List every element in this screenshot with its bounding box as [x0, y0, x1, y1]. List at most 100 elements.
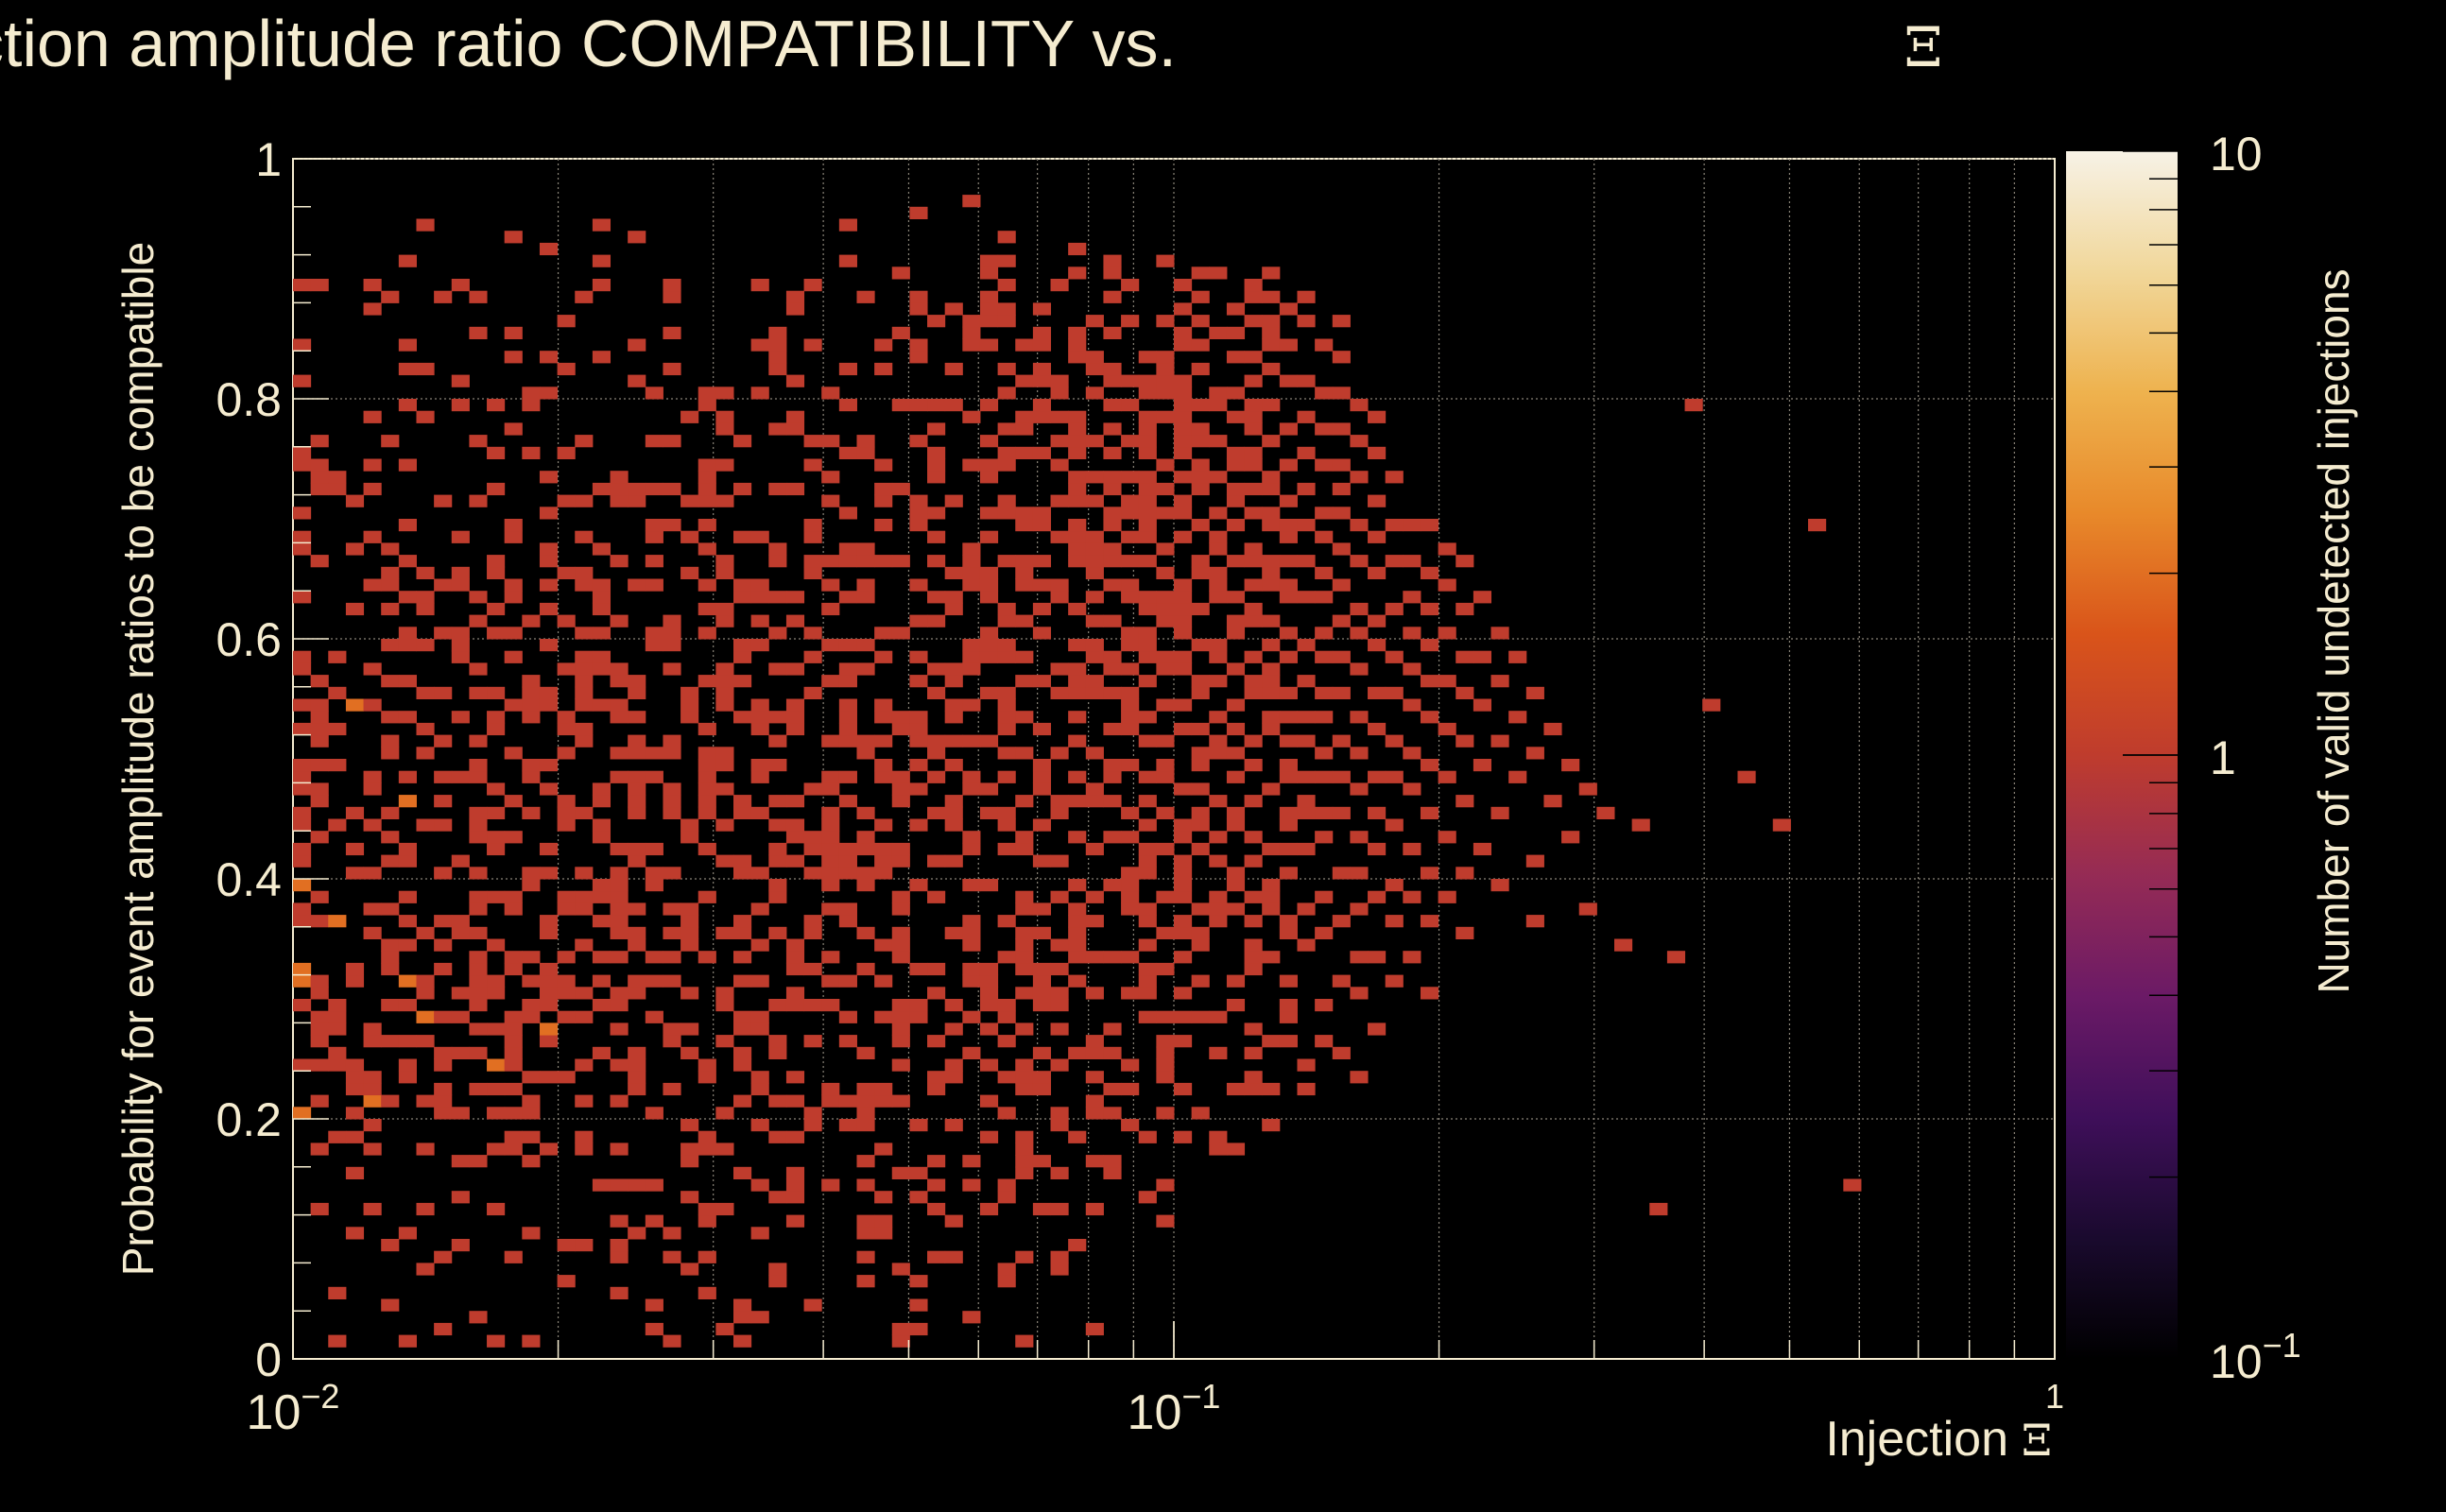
heatmap-cell [434, 938, 453, 952]
heatmap-cell [416, 974, 435, 988]
heatmap-cell [1015, 578, 1034, 592]
heatmap-cell [1174, 951, 1193, 964]
heatmap-cell [1121, 530, 1140, 543]
color-scale-ticks [2123, 150, 2178, 1360]
heatmap-cell [1050, 530, 1069, 543]
heatmap-cell [1103, 471, 1122, 484]
heatmap-cell [1103, 831, 1122, 844]
heatmap-cell [785, 938, 805, 952]
heatmap-cell [1156, 542, 1175, 556]
heatmap-cell [663, 627, 681, 640]
heatmap-cell [821, 1094, 840, 1108]
heatmap-cell [1103, 1046, 1122, 1059]
heatmap-cell [733, 915, 752, 928]
heatmap-cell [504, 1250, 523, 1263]
heatmap-cell [1262, 722, 1281, 736]
heatmap-cell [1068, 482, 1087, 496]
heatmap-cell [1332, 974, 1351, 988]
heatmap-cell [1315, 591, 1334, 604]
heatmap-cell [1368, 530, 1387, 543]
heatmap-cell [803, 926, 822, 939]
heatmap-cell [680, 494, 699, 507]
heatmap-cell [909, 1119, 928, 1132]
heatmap-cell [1138, 734, 1157, 747]
heatmap-cell [610, 711, 629, 724]
heatmap-cell [1138, 987, 1157, 1000]
heatmap-cell [1403, 555, 1421, 568]
heatmap-cell [1121, 374, 1140, 387]
heatmap-cell [874, 711, 893, 724]
heatmap-cell [856, 446, 875, 459]
heatmap-cell [645, 867, 663, 880]
heatmap-cell [698, 387, 716, 400]
heatmap-cell [416, 747, 435, 760]
heatmap-cell [1138, 494, 1157, 507]
heatmap-cell [1174, 591, 1193, 604]
heatmap-cell [1103, 519, 1122, 532]
heatmap-cell [1015, 1155, 1034, 1168]
heatmap-cell [1438, 722, 1456, 736]
heatmap-cell [557, 747, 576, 760]
heatmap-cell [733, 675, 752, 688]
heatmap-cell [592, 698, 612, 712]
heatmap-cell [962, 555, 981, 568]
heatmap-cell [1350, 662, 1369, 676]
heatmap-cell [416, 1143, 435, 1156]
heatmap-cell [363, 279, 382, 292]
heatmap-cell [909, 338, 928, 352]
heatmap-cell [1209, 542, 1228, 556]
heatmap-cell [557, 711, 576, 724]
heatmap-cell [733, 639, 752, 652]
heatmap-cell [381, 1239, 400, 1252]
heatmap-cell [434, 770, 453, 783]
heatmap-cell [715, 818, 734, 832]
y-axis: 00.20.40.60.81 Probability for event amp… [113, 133, 282, 1386]
heatmap-cell [1473, 650, 1492, 663]
heatmap-cell [750, 1082, 769, 1096]
heatmap-cell [592, 974, 612, 988]
heatmap-cell [487, 938, 506, 952]
heatmap-cell [451, 627, 470, 640]
heatmap-cell [1209, 471, 1228, 484]
heatmap-cell [610, 675, 629, 688]
heatmap-cell [1121, 471, 1140, 484]
heatmap-cell [1473, 759, 1492, 772]
heatmap-cell [663, 1334, 681, 1348]
heatmap-cell [1032, 1082, 1052, 1096]
heatmap-cell [874, 458, 893, 472]
heatmap-cell [1068, 435, 1087, 448]
heatmap-cell [575, 987, 594, 1000]
heatmap-cell [310, 890, 329, 903]
heatmap-cell [1279, 1010, 1298, 1023]
heatmap-cell [451, 279, 470, 292]
heatmap-cell [1068, 602, 1087, 616]
heatmap-cell [363, 410, 382, 423]
heatmap-cell [610, 614, 629, 627]
heatmap-cell [398, 1227, 417, 1240]
heatmap-cell [1297, 842, 1316, 856]
heatmap-cell [1226, 662, 1246, 676]
heatmap-cell [1262, 1119, 1281, 1132]
heatmap-cell [1315, 1035, 1334, 1048]
heatmap-cell [979, 1022, 999, 1036]
heatmap-cell [1121, 627, 1140, 640]
heatmap-cell [1403, 782, 1421, 796]
heatmap-cell [1156, 566, 1175, 579]
heatmap-cell [944, 1058, 963, 1072]
heatmap-cell [451, 1191, 470, 1204]
heatmap-cell [663, 867, 681, 880]
heatmap-cell [891, 782, 910, 796]
heatmap-cell [1015, 519, 1034, 532]
heatmap-cell [1262, 566, 1281, 579]
heatmap-cell [381, 578, 400, 592]
heatmap-cell [715, 1143, 734, 1156]
heatmap-cell [434, 1082, 453, 1096]
heatmap-cell [1209, 795, 1228, 808]
heatmap-cell [927, 1178, 946, 1192]
heatmap-cell [1156, 614, 1175, 627]
heatmap-cell [1297, 902, 1316, 916]
heatmap-cell [1050, 962, 1069, 976]
heatmap-cell [1244, 578, 1263, 592]
heatmap-cell [1085, 555, 1104, 568]
heatmap-cell [1032, 1155, 1052, 1168]
